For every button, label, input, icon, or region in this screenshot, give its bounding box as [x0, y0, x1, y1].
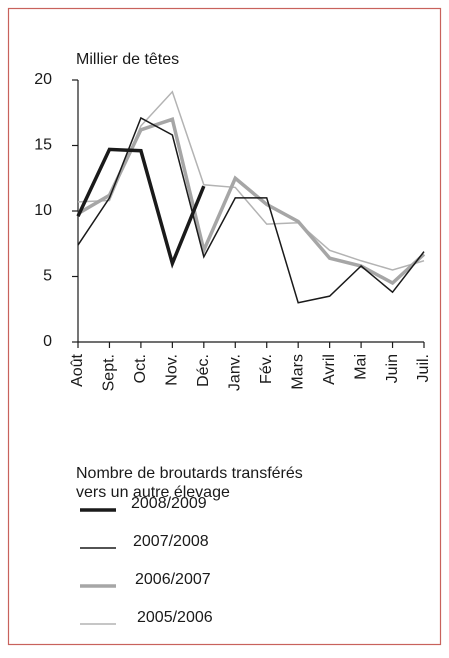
y-tick-label: 10: [34, 202, 52, 219]
y-axis-title: Millier de têtes: [76, 51, 179, 68]
y-tick-label: 20: [34, 71, 52, 88]
x-tick-label: Nov.: [164, 354, 181, 386]
x-tick-label: Oct.: [132, 354, 149, 383]
series-line: [77, 116, 425, 304]
frame: [7, 7, 442, 646]
x-tick-label: Août: [69, 353, 86, 386]
x-tick-label: Sept.: [101, 354, 118, 391]
legend-label: 2008/2009: [131, 495, 207, 512]
legend-label: 2006/2007: [135, 571, 211, 588]
legend-label: 2007/2008: [133, 533, 209, 550]
x-tick-label: Juil.: [415, 354, 432, 382]
series-line: [77, 117, 426, 286]
legend-title: vers un autre élevage: [76, 484, 230, 501]
x-tick-label: Janv.: [226, 354, 243, 391]
series-line: [76, 147, 206, 269]
y-tick-label: 0: [43, 333, 52, 350]
y-tick-label: 15: [34, 137, 52, 154]
series-line: [77, 90, 425, 271]
legend-label: 2005/2006: [137, 609, 213, 626]
x-tick-label: Fév.: [258, 354, 275, 384]
x-tick-label: Mai: [352, 354, 369, 380]
x-tick-label: Avril: [321, 354, 338, 385]
x-tick-label: Mars: [289, 354, 306, 390]
x-tick-label: Juin: [384, 354, 401, 383]
legend-title: Nombre de broutards transférés: [76, 465, 303, 482]
x-tick-label: Déc.: [195, 354, 212, 387]
y-tick-label: 5: [43, 268, 52, 285]
